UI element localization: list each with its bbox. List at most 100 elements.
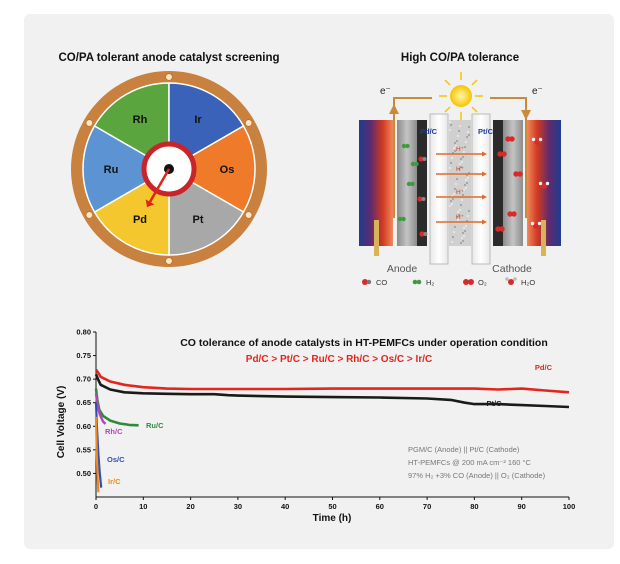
h2-molecule-icon xyxy=(410,161,419,167)
texture-dot xyxy=(465,141,467,143)
texture-dot xyxy=(461,161,463,163)
cathode-catalyst-label: Pt/C xyxy=(478,127,494,136)
anode-gdl xyxy=(397,120,417,246)
x-axis-label: Time (h) xyxy=(313,513,352,524)
series-line-rhc xyxy=(94,393,107,425)
x-tick-label: 90 xyxy=(518,502,526,511)
texture-dot xyxy=(458,168,460,170)
wheel-segment-rh xyxy=(93,82,170,171)
texture-dot xyxy=(462,240,464,242)
texture-dot xyxy=(465,225,467,227)
series-line-ptc xyxy=(94,373,570,409)
h2o-molecule-icon xyxy=(538,181,550,189)
annotation-line-2: HT-PEMFCs @ 200 mA cm⁻² 160 °C xyxy=(408,458,532,467)
chart-subtitle: Pd/C > Pt/C > Ru/C > Rh/C > Os/C > Ir/C xyxy=(246,354,432,365)
h2o-molecule-icon xyxy=(505,277,517,285)
legend-o2-label: O₂ xyxy=(478,278,487,287)
y-tick-label: 0.60 xyxy=(76,422,91,431)
texture-dot xyxy=(453,147,455,149)
series-label-pdc: Pd/C xyxy=(535,363,553,372)
texture-dot xyxy=(467,215,469,217)
texture-dot xyxy=(462,156,464,158)
texture-dot xyxy=(452,236,454,238)
y-tick-label: 0.80 xyxy=(76,328,91,337)
proton-label: H⁺ xyxy=(456,214,464,221)
texture-dot xyxy=(462,232,464,234)
cathode-tube xyxy=(541,220,546,256)
arrow-down-icon xyxy=(521,110,531,120)
series-label-osc: Os/C xyxy=(107,455,125,464)
anode-catalyst-label: Pd/C xyxy=(420,127,438,136)
x-tick-label: 20 xyxy=(186,502,194,511)
series-line-pdc xyxy=(94,368,570,394)
texture-dot xyxy=(463,227,465,229)
texture-dot xyxy=(450,124,452,126)
co-molecule-icon xyxy=(417,196,426,202)
legend-h2-label: H₂ xyxy=(426,278,434,287)
texture-dot xyxy=(460,158,462,160)
texture-dot xyxy=(468,134,470,136)
texture-dot xyxy=(468,126,470,128)
texture-dot xyxy=(461,199,463,201)
ring-bead xyxy=(85,119,93,127)
legend-co-label: CO xyxy=(376,278,387,287)
texture-dot xyxy=(453,231,455,233)
wheel-label-pd: Pd xyxy=(133,214,147,226)
proton-arrows: H⁺ H⁺ H⁺ H⁺ xyxy=(436,146,487,225)
membrane-left xyxy=(429,113,449,265)
texture-dot xyxy=(463,235,465,237)
y-axis-label: Cell Voltage (V) xyxy=(56,386,67,459)
texture-dot xyxy=(460,242,462,244)
x-tick-label: 100 xyxy=(563,502,576,511)
h2o-molecule-icon xyxy=(530,221,542,229)
ring-bead xyxy=(245,211,253,219)
texture-dot xyxy=(451,157,453,159)
texture-dot xyxy=(460,166,462,168)
arrow-right-icon xyxy=(482,151,487,157)
bulb-icon xyxy=(439,72,483,120)
co-molecule-icon xyxy=(362,279,372,285)
arrow-right-icon xyxy=(482,171,487,177)
catalyst-wheel: Rh Ir Os Pt Pd Ru xyxy=(71,71,267,267)
o2-molecule-icon xyxy=(513,171,523,177)
arrow-right-icon xyxy=(482,219,487,225)
wheel-pointer xyxy=(148,168,171,203)
texture-dot xyxy=(459,125,461,127)
texture-dot xyxy=(457,135,459,137)
wheel-label-ru: Ru xyxy=(104,164,119,176)
texture-dot xyxy=(450,200,452,202)
texture-dot xyxy=(456,178,458,180)
annotation-line-1: PGM/C (Anode) || Pt/C (Cathode) xyxy=(408,445,520,454)
texture-dot xyxy=(449,121,451,123)
x-tick-label: 0 xyxy=(94,502,98,511)
x-tick-label: 70 xyxy=(423,502,431,511)
texture-dot xyxy=(453,193,455,195)
cell-title: High CO/PA tolerance xyxy=(401,52,519,64)
texture-dot xyxy=(455,145,457,147)
texture-dot xyxy=(458,214,460,216)
wheel-segment-os xyxy=(167,124,256,214)
pointer-arrow-icon xyxy=(145,199,155,208)
fuel-cell-diagram: e⁻ e⁻ Pd/C Pt/C H⁺ H⁺ H⁺ H⁺ Anode xyxy=(359,72,561,275)
y-tick-label: 0.55 xyxy=(76,445,91,454)
electron-left-label: e⁻ xyxy=(380,86,391,97)
texture-dot xyxy=(449,205,451,207)
electron-right-label: e⁻ xyxy=(532,86,543,97)
texture-dot xyxy=(465,187,467,189)
texture-dot xyxy=(455,183,457,185)
anode-catalyst-layer xyxy=(417,120,427,246)
h2o-molecule-icon xyxy=(531,137,543,145)
wheel-label-ir: Ir xyxy=(194,114,202,126)
texture-dot xyxy=(451,241,453,243)
ring-bead xyxy=(85,211,93,219)
y-tick-label: 0.70 xyxy=(76,375,91,384)
wheel-label-rh: Rh xyxy=(133,114,148,126)
h2-molecule-icon xyxy=(401,143,410,149)
texture-dot xyxy=(449,129,451,131)
circuit-wire-right xyxy=(490,97,527,218)
texture-dot xyxy=(467,131,469,133)
texture-dot xyxy=(451,203,453,205)
x-tick-label: 80 xyxy=(470,502,478,511)
cathode-catalyst-layer xyxy=(493,120,503,246)
h2-molecule-icon xyxy=(397,216,406,222)
